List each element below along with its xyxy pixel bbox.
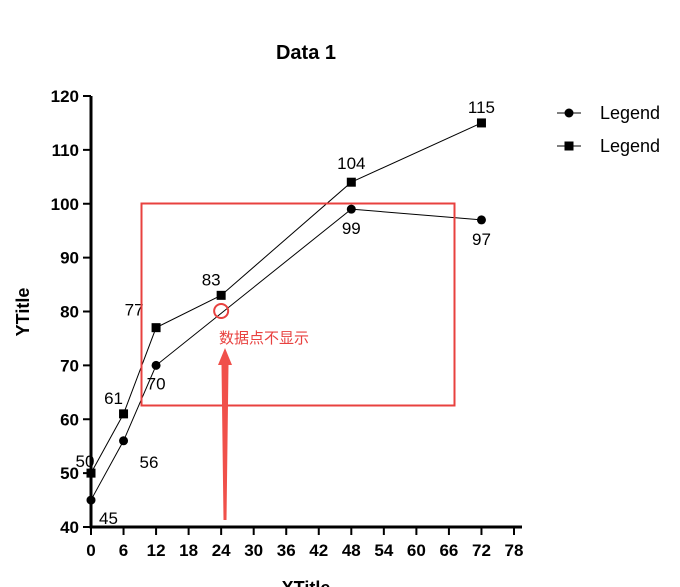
x-tick-label: 24 bbox=[212, 541, 231, 560]
x-tick-label: 78 bbox=[505, 541, 524, 560]
legend-label: Legend bbox=[600, 136, 660, 156]
annotation-marker-circle bbox=[213, 303, 230, 319]
annotation-arrow bbox=[218, 348, 232, 520]
data-label: 56 bbox=[140, 453, 159, 472]
data-label: 70 bbox=[147, 374, 166, 393]
x-tick-label: 12 bbox=[147, 541, 166, 560]
y-ticks: 40 50 60 70 80 90 100 110 120 bbox=[51, 87, 91, 537]
x-tick-label: 54 bbox=[374, 541, 393, 560]
x-tick-label: 6 bbox=[119, 541, 128, 560]
y-tick-label: 120 bbox=[51, 87, 79, 106]
annotation-text: 数据点不显示 bbox=[219, 329, 309, 347]
data-label: 45 bbox=[99, 509, 118, 528]
data-point-circle bbox=[86, 495, 96, 505]
data-label: 99 bbox=[342, 219, 361, 238]
annotation-highlight-box bbox=[140, 202, 456, 407]
legend-label: Legend bbox=[600, 103, 660, 123]
series-line-2 bbox=[90, 122, 482, 474]
data-label: 115 bbox=[468, 98, 495, 117]
y-tick-label: 110 bbox=[52, 141, 79, 160]
data-label: 77 bbox=[125, 301, 144, 320]
data-label: 104 bbox=[337, 154, 365, 173]
data-labels: 45 56 70 99 97 50 61 77 83 104 115 bbox=[76, 98, 495, 528]
x-tick-label: 18 bbox=[179, 541, 198, 560]
data-point-circle bbox=[476, 215, 486, 225]
data-point-circle bbox=[119, 436, 129, 446]
data-point-square bbox=[346, 177, 356, 187]
data-point-circle bbox=[151, 360, 161, 370]
data-point-square bbox=[119, 409, 129, 419]
x-tick-label: 36 bbox=[277, 541, 296, 560]
legend: Legend Legend bbox=[557, 103, 660, 156]
x-tick-label: 66 bbox=[439, 541, 458, 560]
data-point-square bbox=[476, 118, 486, 128]
x-tick-label: 42 bbox=[309, 541, 328, 560]
y-tick-label: 80 bbox=[60, 303, 79, 322]
chart-title: Data 1 bbox=[276, 42, 336, 64]
y-tick-label: 70 bbox=[60, 356, 79, 375]
x-axis-title: XTitle bbox=[282, 578, 331, 587]
data-point-circle bbox=[346, 204, 356, 214]
x-tick-label: 60 bbox=[407, 541, 426, 560]
y-axis-title: YTitle bbox=[13, 288, 33, 337]
data-label: 50 bbox=[76, 452, 95, 471]
data-label: 83 bbox=[202, 270, 221, 289]
y-tick-label: 50 bbox=[60, 464, 79, 483]
data-point-square bbox=[151, 323, 161, 333]
x-tick-label: 0 bbox=[86, 541, 95, 560]
y-tick-label: 40 bbox=[60, 518, 79, 537]
y-tick-label: 100 bbox=[51, 195, 79, 214]
legend-marker-square bbox=[564, 141, 574, 151]
y-tick-label: 60 bbox=[60, 410, 79, 429]
legend-marker-circle bbox=[564, 108, 574, 118]
y-tick-label: 90 bbox=[60, 249, 79, 268]
x-tick-label: 48 bbox=[342, 541, 361, 560]
annotation-layer: 数据点不显示 bbox=[140, 202, 456, 520]
x-ticks: 0 6 12 18 24 30 36 42 48 54 60 66 72 78 bbox=[86, 527, 523, 560]
data-point-square bbox=[86, 468, 96, 478]
data-point-square bbox=[216, 290, 226, 300]
x-tick-label: 30 bbox=[244, 541, 263, 560]
x-tick-label: 72 bbox=[472, 541, 491, 560]
series-layer bbox=[86, 118, 486, 505]
data-label: 61 bbox=[104, 389, 123, 408]
data-label: 97 bbox=[472, 230, 491, 249]
